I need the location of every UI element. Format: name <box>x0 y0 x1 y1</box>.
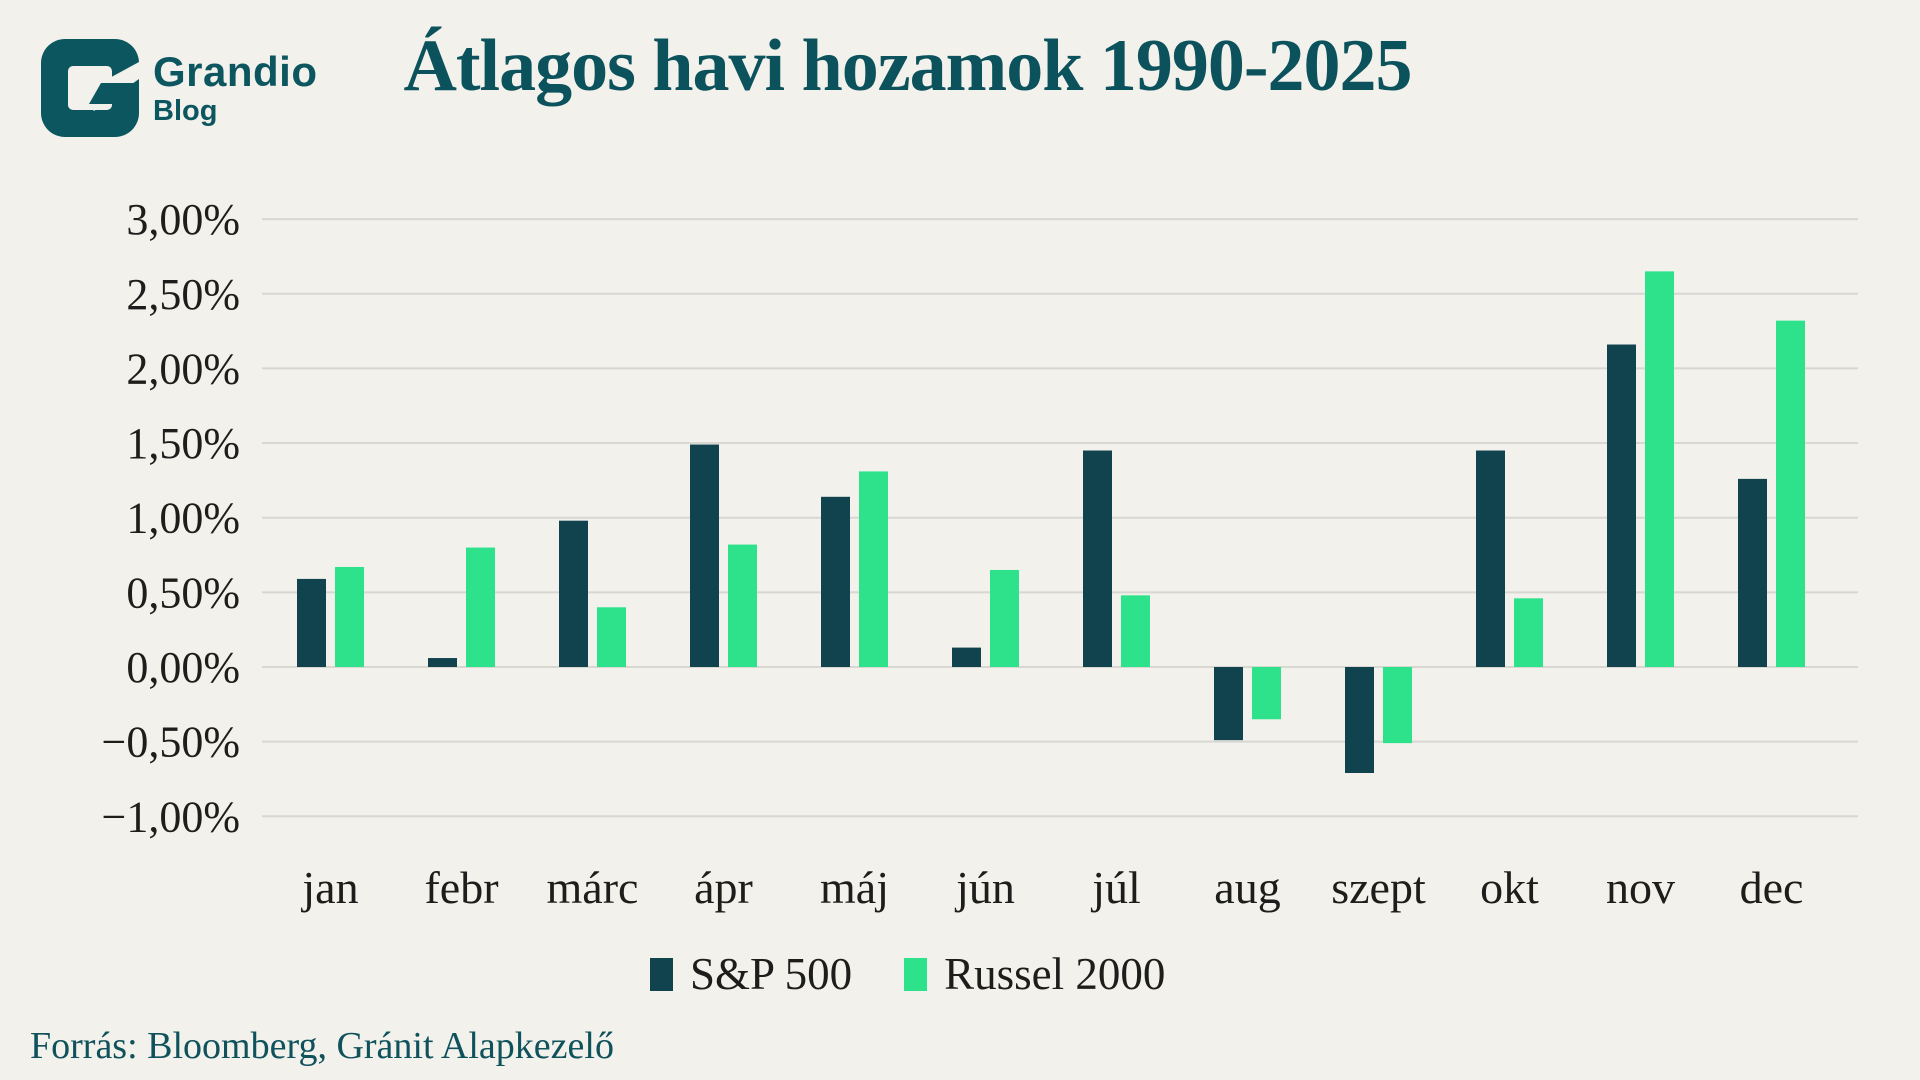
x-axis-month-label: júl <box>1090 862 1141 913</box>
page-title: Átlagos havi hozamok 1990-2025 <box>403 25 1412 107</box>
bar-russel2000-márc <box>597 607 626 667</box>
bar-russel2000-szept <box>1383 667 1412 744</box>
y-axis-tick-label: 2,00% <box>126 344 240 393</box>
x-axis-month-label: máj <box>820 862 889 913</box>
x-axis-month-label: jún <box>954 862 1015 913</box>
russel2000-swatch-icon <box>904 957 928 991</box>
bar-russel2000-jún <box>990 569 1019 667</box>
x-axis-month-label: szept <box>1331 862 1426 913</box>
bar-sp500-nov <box>1607 344 1636 667</box>
bar-sp500-jún <box>952 647 981 667</box>
bar-russel2000-febr <box>466 547 495 667</box>
bar-sp500-ápr <box>690 444 719 667</box>
chart-legend: S&P 500 Russel 2000 <box>650 948 1165 1000</box>
bar-russel2000-aug <box>1252 667 1281 720</box>
logo-sub-text: Blog <box>153 94 218 127</box>
bar-russel2000-jan <box>335 566 364 667</box>
y-axis-tick-label: 3,00% <box>126 195 240 244</box>
bar-russel2000-ápr <box>728 544 757 667</box>
x-axis-month-label: okt <box>1480 862 1539 913</box>
bar-sp500-jan <box>297 578 326 667</box>
x-axis-month-label: jan <box>300 862 358 913</box>
bar-sp500-aug <box>1214 667 1243 741</box>
bar-sp500-máj <box>821 496 850 667</box>
bar-sp500-szept <box>1345 667 1374 774</box>
x-axis-month-label: aug <box>1214 862 1280 913</box>
y-axis-tick-label: 1,50% <box>126 419 240 468</box>
bar-sp500-dec <box>1738 478 1767 667</box>
grandio-g-logo-icon <box>41 39 139 137</box>
legend-label-sp500: S&P 500 <box>690 949 853 999</box>
bar-sp500-okt <box>1476 450 1505 667</box>
x-axis-month-label: nov <box>1606 862 1675 913</box>
y-axis-tick-label: 0,00% <box>126 643 240 692</box>
x-axis-month-label: ápr <box>694 862 753 913</box>
bar-russel2000-nov <box>1645 271 1674 667</box>
legend-item-sp500: S&P 500 <box>650 948 852 1000</box>
bar-sp500-márc <box>559 520 588 667</box>
bar-sp500-júl <box>1083 450 1112 667</box>
bar-russel2000-dec <box>1776 320 1805 667</box>
legend-label-russel2000: Russel 2000 <box>944 949 1166 999</box>
source-note: Forrás: Bloomberg, Gránit Alapkezelő <box>30 1025 614 1067</box>
bar-sp500-febr <box>428 658 457 667</box>
bar-russel2000-júl <box>1121 595 1150 667</box>
y-axis-tick-label: 1,00% <box>126 494 240 543</box>
x-axis-month-label: febr <box>424 862 498 913</box>
bar-russel2000-máj <box>859 471 888 667</box>
x-axis-month-label: dec <box>1740 862 1804 913</box>
y-axis-tick-label: −1,00% <box>102 792 240 841</box>
y-axis-tick-label: 0,50% <box>126 568 240 617</box>
logo: Grandio Blog <box>40 38 318 138</box>
sp500-swatch-icon <box>650 957 673 991</box>
logo-brand-text: Grandio <box>153 47 318 95</box>
bar-russel2000-okt <box>1514 598 1543 667</box>
legend-item-russel2000: Russel 2000 <box>904 948 1165 1000</box>
y-axis-tick-label: −0,50% <box>102 718 240 767</box>
x-axis-month-label: márc <box>547 862 639 913</box>
y-axis-tick-label: 2,50% <box>126 270 240 319</box>
